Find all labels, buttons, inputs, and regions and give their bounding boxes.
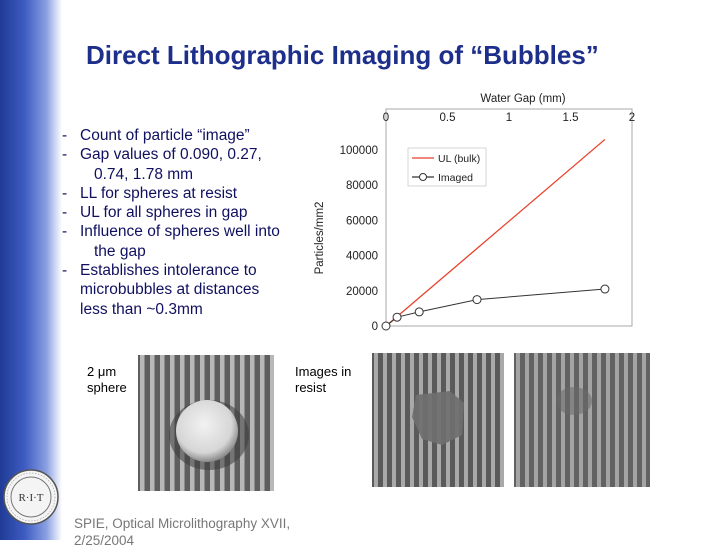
y-tick-label: 80000	[346, 180, 378, 192]
data-point	[472, 295, 482, 305]
rit-logo: R·I·T	[2, 468, 60, 526]
bullet-item: LL for spheres at resist	[62, 184, 312, 204]
x-tick-label: 2	[629, 112, 635, 124]
x-tick-label: 0	[383, 112, 389, 124]
sem-image-sphere	[138, 355, 274, 491]
legend-label: UL (bulk)	[438, 153, 480, 165]
logo-lettering: R·I·T	[18, 492, 43, 504]
data-point	[414, 307, 424, 317]
data-point	[392, 312, 402, 322]
x-tick-label: 1.5	[563, 112, 579, 124]
sphere-caption: 2 μm sphere	[87, 364, 127, 395]
data-point	[600, 284, 610, 294]
images-caption: Images in resist	[295, 364, 352, 395]
y-tick-label: 20000	[346, 286, 378, 298]
y-tick-label: 60000	[346, 215, 378, 227]
bullet-item: Gap values of 0.090, 0.27,0.74, 1.78 mm	[62, 145, 312, 184]
legend-marker	[419, 173, 427, 181]
y-axis-title: Particles/mm2	[314, 202, 326, 275]
particle-chart: Water Gap (mm) 0 0.5 1 1.5 2 0 20000 40000 60000 8…	[306, 86, 650, 336]
y-tick-label: 40000	[346, 251, 378, 263]
y-tick-label: 0	[372, 321, 378, 333]
slide-title: Direct Lithographic Imaging of “Bubbles”	[86, 40, 599, 70]
sphere-shape	[176, 400, 238, 462]
footer-citation: SPIE, Optical Microlithography XVII, 2/2…	[74, 516, 291, 548]
sem-image-resist-1	[372, 353, 504, 487]
sem-image-resist-2	[514, 353, 650, 487]
data-point	[381, 321, 391, 331]
series-line	[385, 138, 606, 327]
bullet-item: UL for all spheres in gap	[62, 203, 312, 223]
chart-svg: Water Gap (mm) 0 0.5 1 1.5 2 0 20000 40000 60000 8…	[314, 93, 635, 333]
plot-area	[385, 108, 633, 327]
x-axis-title: Water Gap (mm)	[480, 93, 565, 105]
bullet-list: Count of particle “image” Gap values of …	[62, 126, 312, 319]
x-tick-label: 1	[506, 112, 512, 124]
bullet-item: Count of particle “image”	[62, 126, 312, 146]
left-gradient-band	[0, 0, 62, 540]
legend-label: Imaged	[438, 172, 473, 184]
x-tick-label: 0.5	[440, 112, 456, 124]
y-tick-label: 100000	[340, 145, 378, 157]
